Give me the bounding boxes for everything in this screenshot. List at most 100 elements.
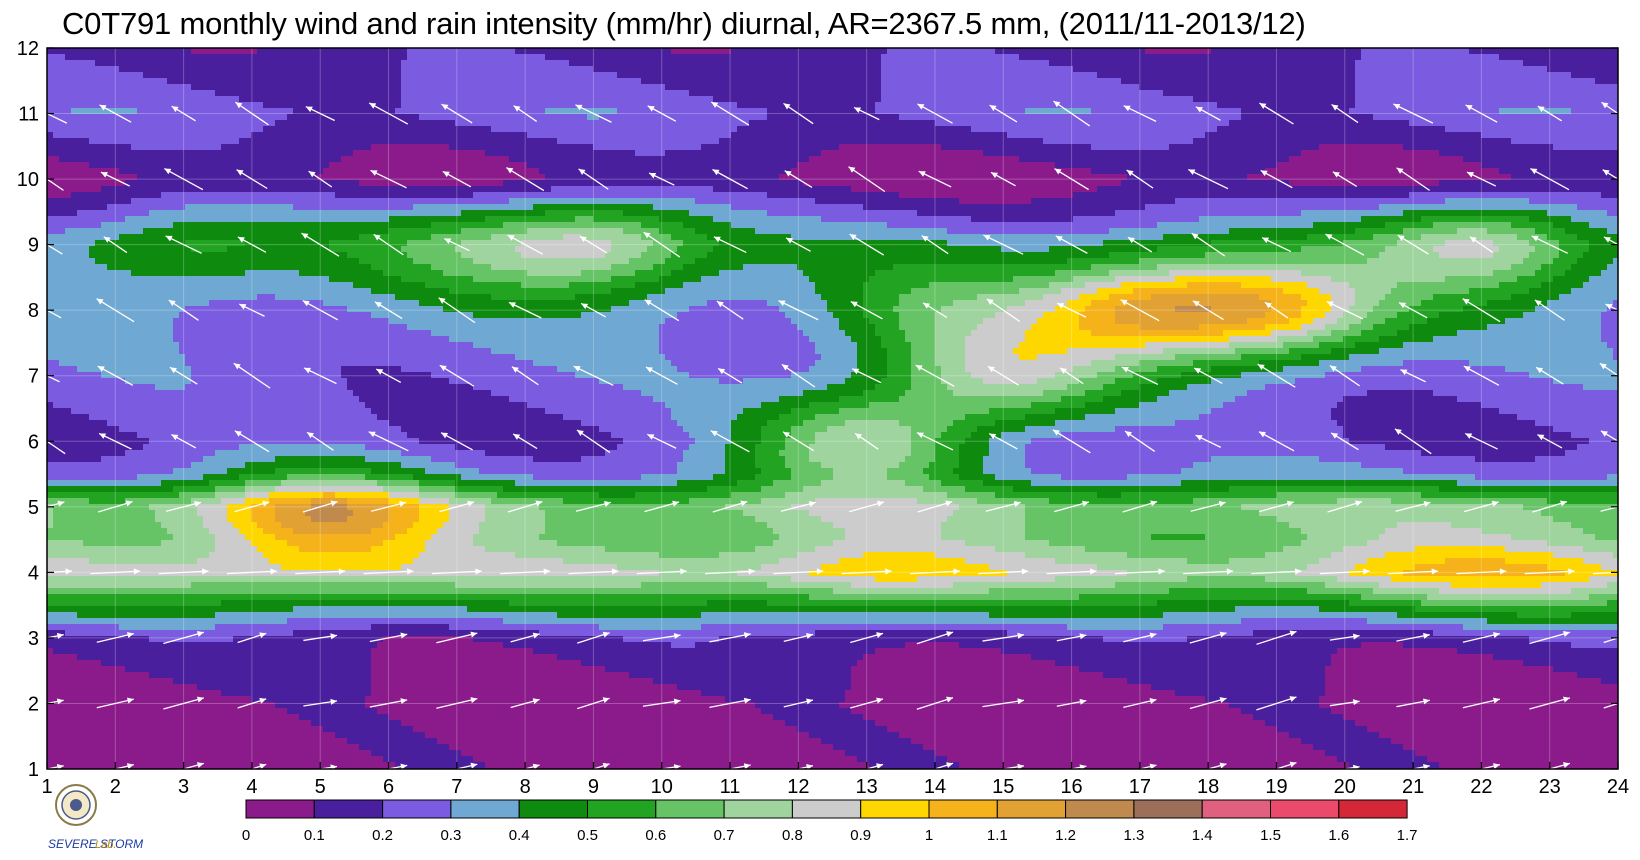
contour-cell <box>203 162 210 169</box>
contour-cell <box>287 336 294 343</box>
contour-cell <box>89 558 96 565</box>
contour-cell <box>221 426 228 433</box>
contour-cell <box>89 750 96 757</box>
contour-cell <box>275 354 282 361</box>
contour-cell <box>281 648 288 655</box>
contour-cell <box>239 576 246 583</box>
contour-cell <box>47 624 54 631</box>
contour-cell <box>197 414 204 421</box>
contour-cell <box>167 486 174 493</box>
contour-cell <box>197 300 204 307</box>
contour-cell <box>167 732 174 739</box>
contour-cell <box>119 540 126 547</box>
contour-cell <box>257 294 264 301</box>
contour-cell <box>107 354 114 361</box>
contour-cell <box>239 150 246 157</box>
contour-cell <box>281 84 288 91</box>
contour-cell <box>287 78 294 85</box>
contour-cell <box>281 204 288 211</box>
contour-cell <box>281 246 288 253</box>
contour-cell <box>257 546 264 553</box>
contour-cell <box>281 456 288 463</box>
contour-cell <box>287 342 294 349</box>
contour-cell <box>275 294 282 301</box>
contour-cell <box>131 642 138 649</box>
contour-cell <box>263 426 270 433</box>
contour-cell <box>281 48 288 55</box>
contour-cell <box>227 564 234 571</box>
contour-cell <box>95 642 102 649</box>
contour-cell <box>275 624 282 631</box>
contour-cell <box>65 672 72 679</box>
contour-cell <box>59 84 66 91</box>
contour-cell <box>89 546 96 553</box>
contour-cell <box>95 258 102 265</box>
contour-cell <box>89 324 96 331</box>
contour-cell <box>113 504 120 511</box>
contour-cell <box>275 690 282 697</box>
contour-cell <box>209 684 216 691</box>
contour-cell <box>203 642 210 649</box>
contour-cell <box>167 606 174 613</box>
contour-cell <box>179 576 186 583</box>
contour-cell <box>197 258 204 265</box>
contour-cell <box>269 198 276 205</box>
contour-cell <box>269 186 276 193</box>
contour-cell <box>275 324 282 331</box>
contour-cell <box>149 762 156 769</box>
contour-cell <box>131 438 138 445</box>
contour-cell <box>239 192 246 199</box>
contour-cell <box>143 186 150 193</box>
contour-cell <box>59 108 66 115</box>
contour-cell <box>221 690 228 697</box>
contour-cell <box>119 624 126 631</box>
contour-cell <box>227 282 234 289</box>
contour-cell <box>185 54 192 61</box>
contour-cell <box>269 378 276 385</box>
contour-cell <box>209 474 216 481</box>
contour-cell <box>251 582 258 589</box>
contour-cell <box>245 624 252 631</box>
contour-cell <box>173 168 180 175</box>
contour-cell <box>131 762 138 769</box>
contour-cell <box>245 420 252 427</box>
contour-cell <box>197 588 204 595</box>
contour-cell <box>47 420 54 427</box>
contour-cell <box>167 414 174 421</box>
contour-cell <box>149 378 156 385</box>
contour-cell <box>47 270 54 277</box>
contour-cell <box>95 540 102 547</box>
contour-cell <box>125 252 132 259</box>
contour-cell <box>191 630 198 637</box>
contour-cell <box>83 666 90 673</box>
contour-cell <box>113 432 120 439</box>
contour-cell <box>101 126 108 133</box>
contour-cell <box>257 432 264 439</box>
contour-cell <box>59 708 66 715</box>
contour-cell <box>65 216 72 223</box>
contour-cell <box>233 630 240 637</box>
contour-cell <box>269 414 276 421</box>
contour-cell <box>137 108 144 115</box>
contour-cell <box>185 78 192 85</box>
contour-cell <box>191 588 198 595</box>
contour-cell <box>119 396 126 403</box>
contour-cell <box>137 678 144 685</box>
contour-cell <box>197 360 204 367</box>
contour-cell <box>161 690 168 697</box>
contour-cell <box>155 384 162 391</box>
contour-cell <box>221 210 228 217</box>
contour-cell <box>173 414 180 421</box>
contour-cell <box>155 720 162 727</box>
contour-cell <box>125 144 132 151</box>
contour-cell <box>143 534 150 541</box>
contour-cell <box>281 570 288 577</box>
contour-cell <box>251 234 258 241</box>
contour-cell <box>269 534 276 541</box>
contour-cell <box>221 348 228 355</box>
contour-cell <box>59 282 66 289</box>
contour-cell <box>83 186 90 193</box>
contour-cell <box>257 72 264 79</box>
contour-cell <box>77 480 84 487</box>
contour-cell <box>161 180 168 187</box>
